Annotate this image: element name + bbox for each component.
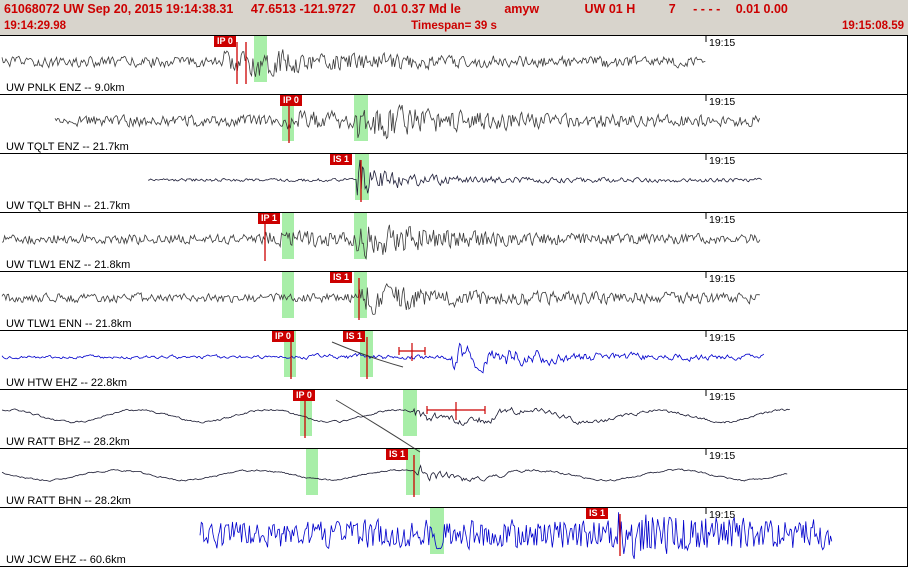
minute-label: 19:15 [709, 450, 736, 462]
pick-window-band [284, 331, 296, 377]
pick-window-band [300, 390, 312, 436]
pick-flag-ip-0[interactable]: IP 0 [293, 390, 315, 401]
trace-row-uw-ratt-bhz[interactable]: IP 0 19:15 UW RATT BHZ -- 28.2km [0, 390, 907, 449]
event-id-origin-time: 61068072 UW Sep 20, 2015 19:14:38.31 [4, 2, 234, 16]
station-label: UW RATT BHZ -- 28.2km [6, 436, 130, 448]
pick-window-band [282, 213, 294, 259]
waveform-trace [1, 224, 761, 261]
pick-flag-ip-0[interactable]: IP 0 [280, 95, 302, 106]
station-label: UW TQLT BHN -- 21.7km [6, 200, 131, 212]
minute-label: 19:15 [709, 509, 736, 521]
station-label: UW HTW EHZ -- 22.8km [6, 377, 127, 389]
pick-window-band [254, 36, 267, 82]
waveform-canvas[interactable] [0, 36, 908, 94]
waveform-trace [1, 283, 760, 315]
window-end-time: 19:15:08.59 [841, 20, 904, 32]
pick-flag-ip-0[interactable]: IP 0 [214, 36, 236, 47]
residual-values: 0.01 0.00 [735, 2, 788, 16]
pick-flag-is-1[interactable]: IS 1 [586, 508, 609, 519]
waveform-trace [54, 103, 760, 140]
minute-label: 19:15 [709, 214, 736, 226]
waveform-trace [1, 464, 788, 482]
event-lat-lon: 47.6513 -121.9727 [250, 2, 356, 16]
uncertainty-bar[interactable] [426, 402, 486, 420]
event-depth-magnitude: 0.01 0.37 Md le [373, 2, 461, 16]
pick-flag-is-1[interactable]: IS 1 [330, 154, 353, 165]
pick-window-band [430, 508, 444, 554]
event-summary-line: 61068072 UW Sep 20, 2015 19:14:38.31 47.… [0, 0, 908, 18]
pick-window-band [406, 449, 420, 495]
pick-window-band [354, 95, 368, 141]
waveform-trace [1, 342, 765, 374]
analyst-name: amyw [504, 2, 540, 16]
station-label: UW TQLT ENZ -- 21.7km [6, 141, 129, 153]
pick-flag-ip-1[interactable]: IP 1 [258, 213, 280, 224]
trace-area[interactable]: IP 0 19:15 UW PNLK ENZ -- 9.0km IP 0 19:15 UW… [0, 35, 908, 567]
time-window-bar: 19:14:29.98 Timespan= 39 s 19:15:08.59 [0, 18, 908, 35]
station-label: UW TLW1 ENN -- 21.8km [6, 318, 132, 330]
waveform-canvas[interactable] [0, 272, 908, 330]
trace-row-uw-tlw1-enn[interactable]: IS 1 19:15 UW TLW1 ENN -- 21.8km [0, 272, 907, 331]
pick-count: 7 [668, 2, 676, 16]
waveform-canvas[interactable] [0, 95, 908, 153]
pick-flag-ip-0[interactable]: IP 0 [272, 331, 294, 342]
minute-label: 19:15 [709, 96, 736, 108]
trace-row-uw-tqlt-enz[interactable]: IP 0 19:15 UW TQLT ENZ -- 21.7km [0, 95, 907, 154]
station-label: UW RATT BHN -- 28.2km [6, 495, 131, 507]
network-code: UW 01 H [584, 2, 636, 16]
waveform-trace [1, 49, 706, 78]
pick-flag-is-1[interactable]: IS 1 [386, 449, 409, 460]
minute-label: 19:15 [709, 37, 736, 49]
trace-row-uw-ratt-bhn[interactable]: IS 1 19:15 UW RATT BHN -- 28.2km [0, 449, 907, 508]
timespan-label: Timespan= 39 s [411, 20, 497, 32]
pick-window-band [282, 272, 294, 318]
waveform-canvas[interactable] [0, 449, 908, 507]
trace-row-uw-htw-ehz[interactable]: IP 0 IS 1 19:15 UW HTW EHZ -- 22.8km [0, 331, 907, 390]
minute-label: 19:15 [709, 391, 736, 403]
waveform-canvas[interactable] [0, 508, 908, 566]
waveform-trace [199, 512, 833, 560]
waveform-canvas[interactable] [0, 331, 908, 389]
minute-label: 19:15 [709, 155, 736, 167]
waveform-trace [147, 159, 762, 196]
station-label: UW TLW1 ENZ -- 21.8km [6, 259, 131, 271]
pick-window-band [306, 449, 318, 495]
waveform-canvas[interactable] [0, 154, 908, 212]
pick-window-band [282, 95, 294, 141]
station-label: UW PNLK ENZ -- 9.0km [6, 82, 125, 94]
window-start-time: 19:14:29.98 [4, 20, 67, 32]
header-bar: 61068072 UW Sep 20, 2015 19:14:38.31 47.… [0, 0, 908, 35]
trace-row-uw-tqlt-bhn[interactable]: IS 1 19:15 UW TQLT BHN -- 21.7km [0, 154, 907, 213]
minute-label: 19:15 [709, 273, 736, 285]
station-label: UW JCW EHZ -- 60.6km [6, 554, 126, 566]
trace-row-uw-jcw-ehz[interactable]: IS 1 19:15 UW JCW EHZ -- 60.6km [0, 508, 907, 567]
trace-row-uw-tlw1-enz[interactable]: IP 1 19:15 UW TLW1 ENZ -- 21.8km [0, 213, 907, 272]
minute-label: 19:15 [709, 332, 736, 344]
waveform-canvas[interactable] [0, 213, 908, 271]
waveform-canvas[interactable] [0, 390, 908, 448]
status-dashes: - - - - [693, 2, 721, 16]
waveform-trace [1, 406, 790, 426]
pick-flag-is-1[interactable]: IS 1 [330, 272, 353, 283]
pick-flag-is-1[interactable]: IS 1 [343, 331, 366, 342]
trace-row-uw-pnlk-enz[interactable]: IP 0 19:15 UW PNLK ENZ -- 9.0km [0, 36, 907, 95]
